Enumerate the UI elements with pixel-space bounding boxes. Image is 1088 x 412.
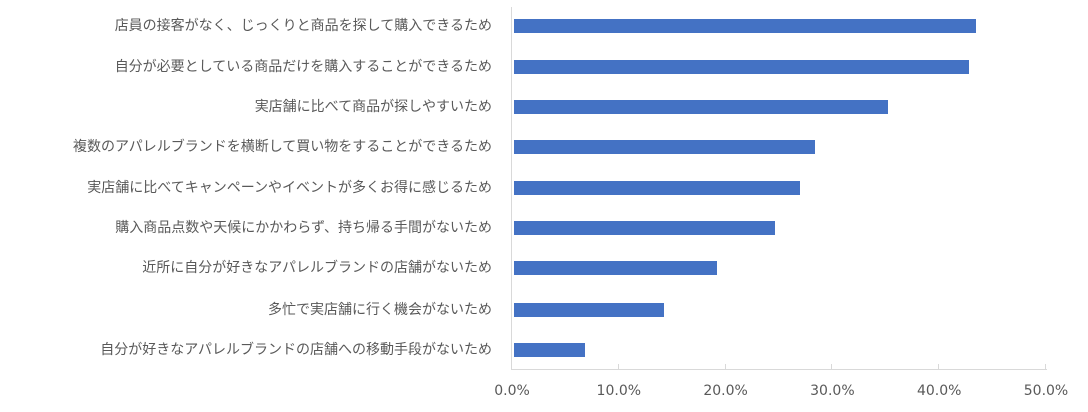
bar <box>514 19 976 33</box>
category-label: 複数のアパレルブランドを横断して買い物をすることができるため <box>72 139 492 155</box>
category-label: 多忙で実店舗に行く機会がないため <box>268 302 492 318</box>
category-label: 購入商品点数や天候にかかわらず、持ち帰る手間がないため <box>115 220 492 236</box>
bar <box>514 221 775 235</box>
bar <box>514 60 970 74</box>
value-axis-line <box>511 369 1047 370</box>
tick-mark <box>938 364 940 370</box>
category-axis-line <box>511 7 512 370</box>
bar <box>514 140 816 154</box>
bar <box>514 343 585 357</box>
category-label: 実店舗に比べてキャンペーンやイベントが多くお得に感じるため <box>87 180 492 196</box>
tick-mark <box>617 364 619 370</box>
tick-mark <box>831 364 833 370</box>
bar <box>514 100 888 114</box>
category-label: 近所に自分が好きなアパレルブランドの店舗がないため <box>142 260 492 276</box>
bar <box>514 261 718 275</box>
tick-label: 40.0% <box>916 383 962 399</box>
tick-label: 10.0% <box>596 383 642 399</box>
tick-label: 20.0% <box>703 383 748 399</box>
tick-label: 0.0% <box>494 383 530 399</box>
category-label: 店員の接客がなく、じっくりと商品を探して購入できるため <box>114 18 492 34</box>
category-label: 自分が好きなアパレルブランドの店舗への移動手段がないため <box>100 342 492 358</box>
tick-mark <box>724 364 726 370</box>
tick-label: 30.0% <box>810 383 855 399</box>
tick-mark <box>1045 364 1046 370</box>
tick-label: 50.0% <box>1023 383 1069 399</box>
bar <box>514 181 801 195</box>
bar <box>514 303 664 317</box>
category-label: 自分が必要としている商品だけを購入することができるため <box>114 59 492 75</box>
category-label: 実店舗に比べて商品が探しやすいため <box>254 99 492 115</box>
